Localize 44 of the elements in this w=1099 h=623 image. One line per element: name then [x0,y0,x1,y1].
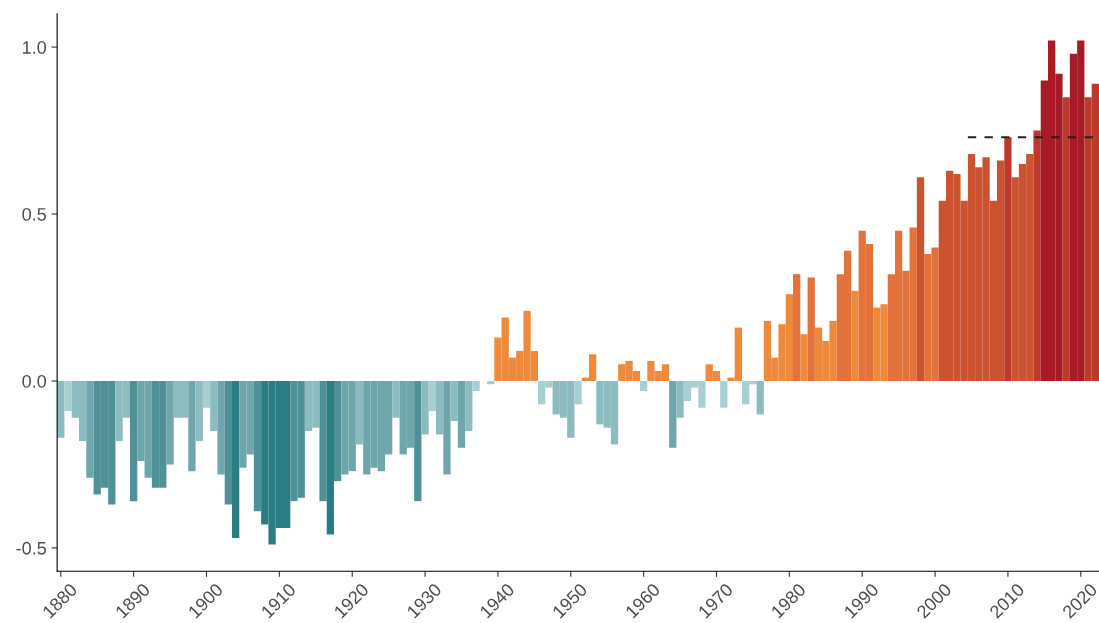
bar [793,274,801,381]
bar [421,380,429,435]
bar [720,380,728,408]
bar [210,380,218,432]
bar [253,380,262,512]
bar [472,380,480,391]
y-tick-label: -0.5 [16,541,46,555]
bar [326,380,334,535]
bar [224,380,232,505]
bar [676,380,684,418]
bar [428,380,436,412]
bar [669,380,677,448]
bar [1062,97,1070,381]
bar [457,380,466,448]
bar [916,177,925,381]
bar [334,380,342,482]
y-tick-label: 1.0 [23,41,47,54]
bar [392,380,400,418]
bar [436,380,444,435]
bar [355,380,364,445]
bar [443,380,451,475]
bar [166,380,174,465]
bar [756,380,764,415]
bar [232,380,240,538]
bar [202,380,211,408]
bar [1004,137,1012,381]
bar [1033,130,1041,381]
bar [130,380,138,502]
bar [195,380,203,442]
bar [450,380,458,422]
bar [217,380,225,475]
bar [851,290,859,381]
bar [465,380,473,432]
bar [414,380,422,502]
bar [64,380,72,412]
bar [86,380,94,478]
bar [807,277,815,381]
y-tick-label: 0.5 [22,207,46,221]
bar [800,334,808,381]
y-tick-label: 0.0 [22,374,47,388]
bar [640,380,648,391]
bar [319,380,327,502]
bar [574,380,582,405]
bar [188,380,196,472]
